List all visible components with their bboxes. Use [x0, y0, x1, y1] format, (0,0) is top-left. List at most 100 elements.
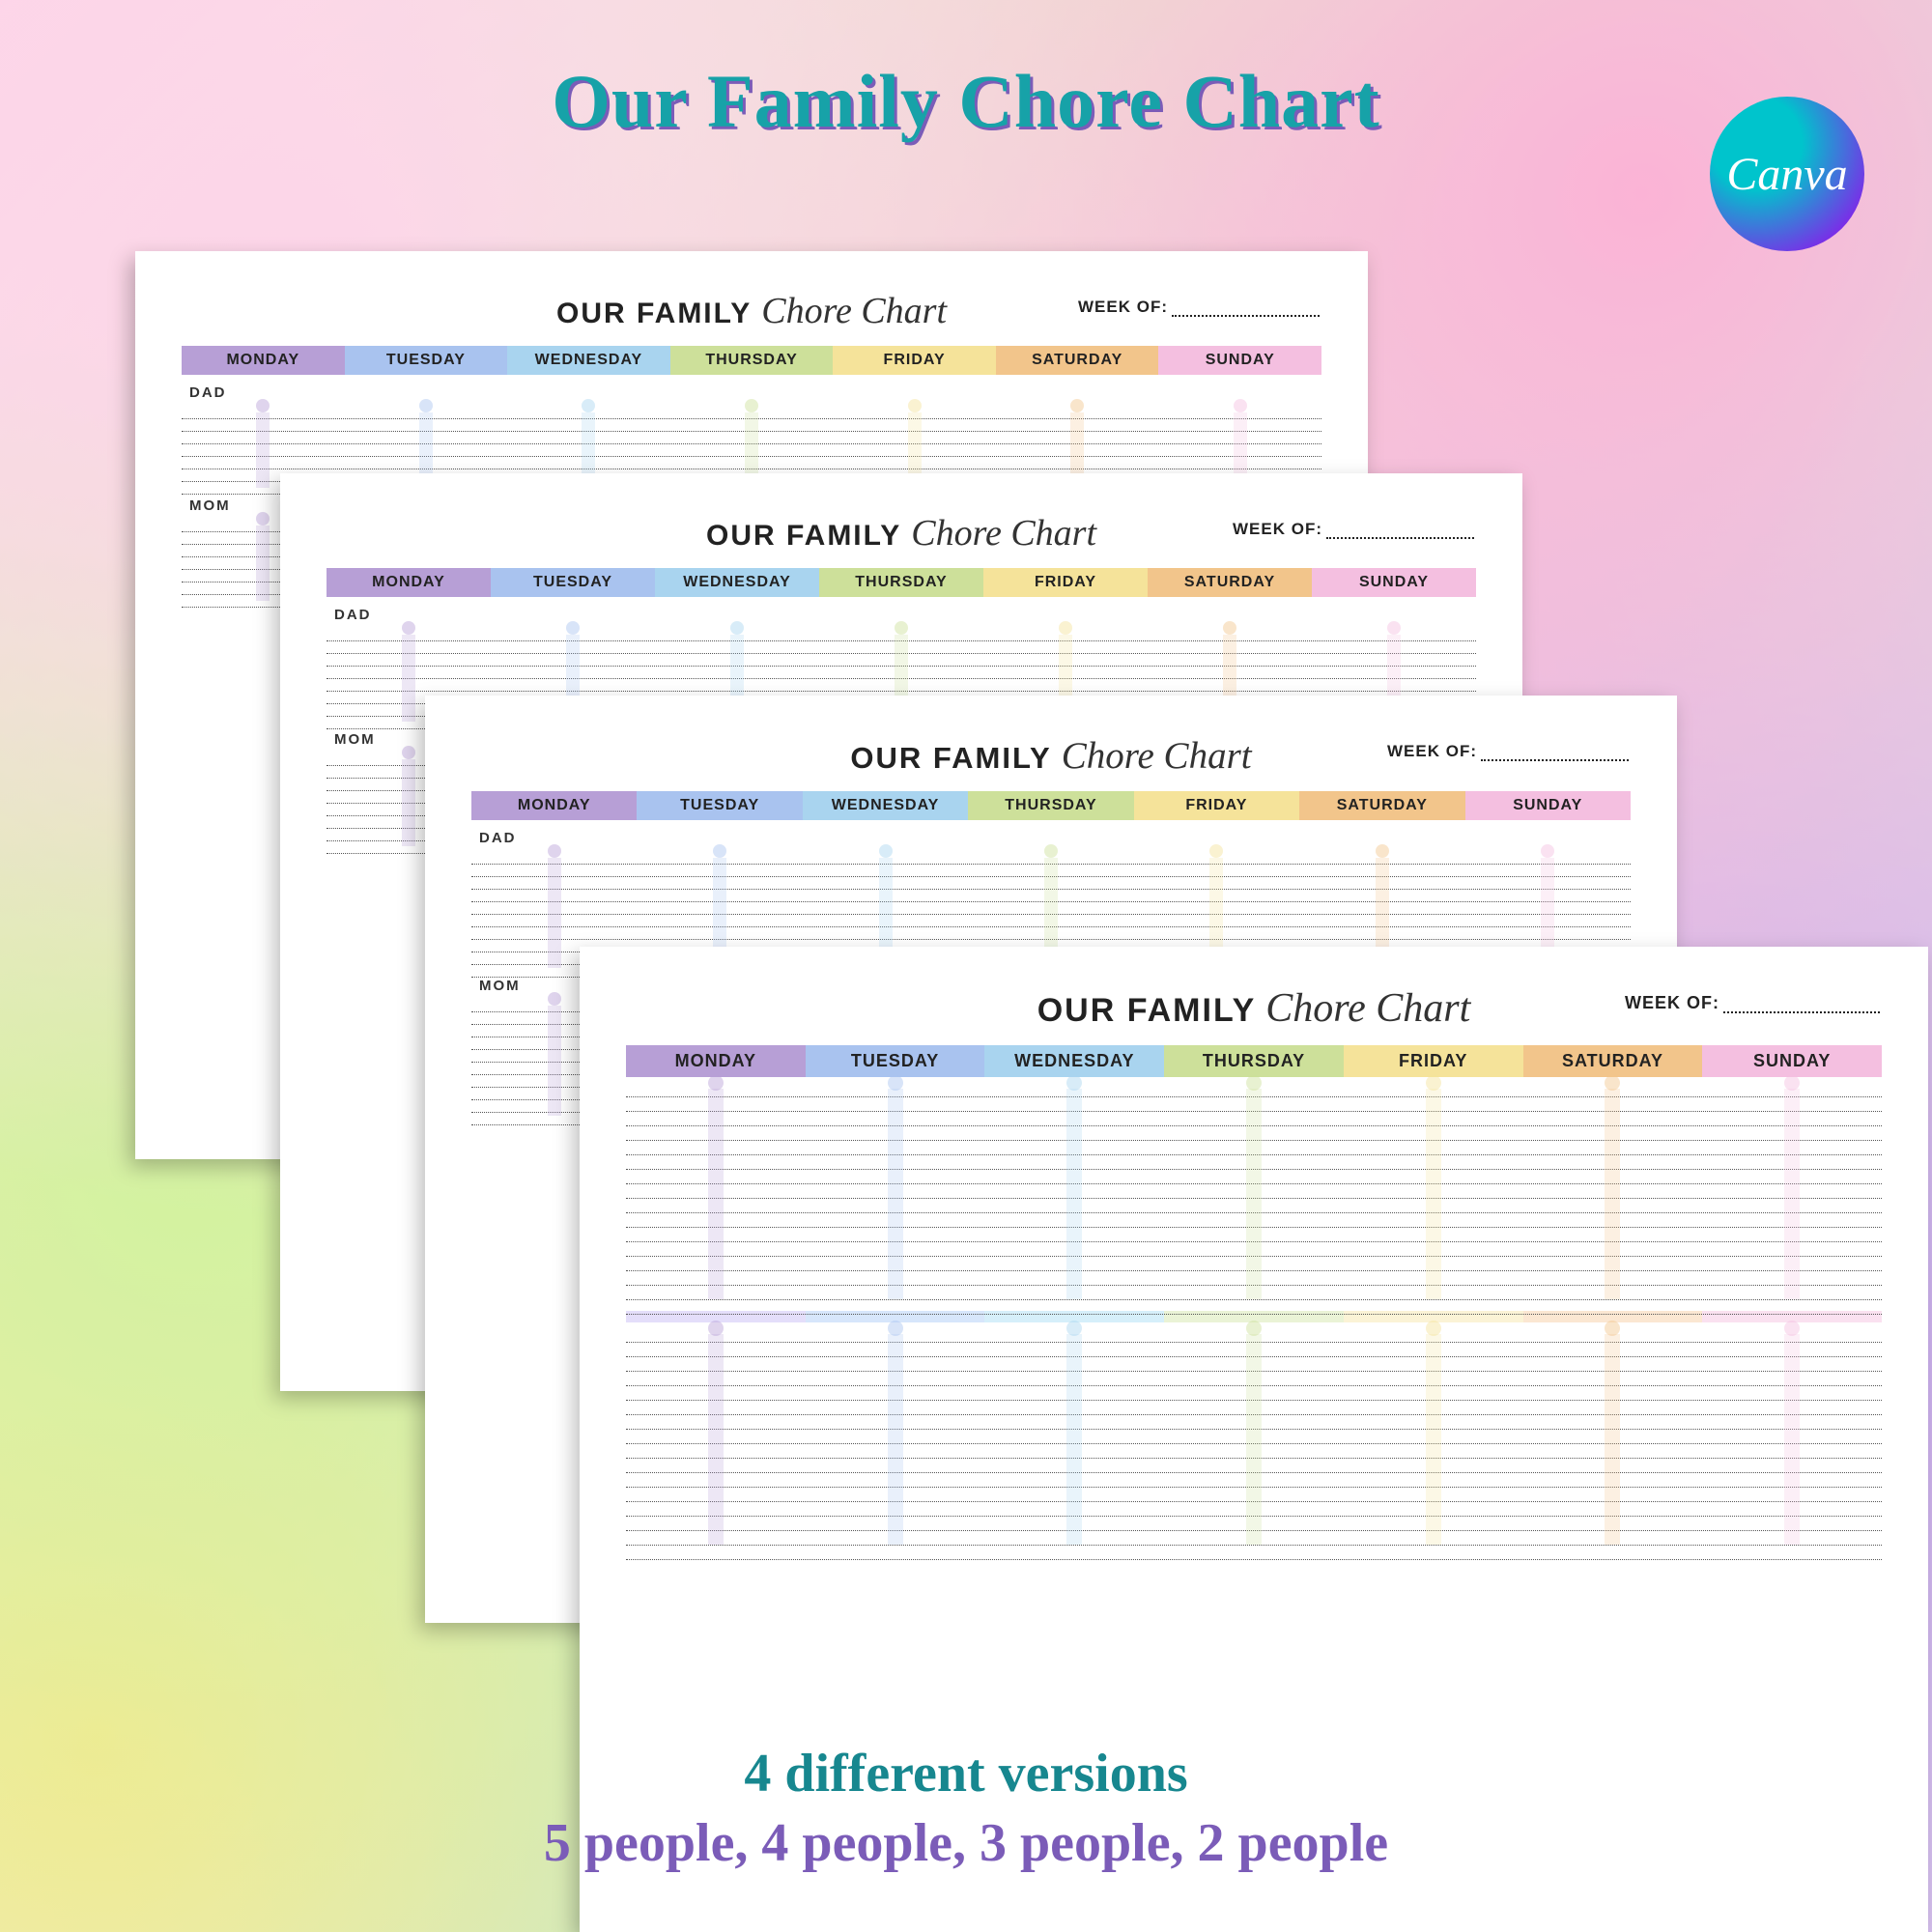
sheet-title-part1: OUR FAMILY — [556, 298, 752, 329]
day-header-tuesday: TUESDAY — [637, 791, 802, 820]
day-header-saturday: SATURDAY — [1148, 568, 1312, 597]
sheet-title-part1: OUR FAMILY — [706, 520, 901, 552]
chore-row — [626, 1357, 1882, 1372]
day-header-row: MONDAYTUESDAYWEDNESDAYTHURSDAYFRIDAYSATU… — [471, 791, 1631, 820]
chore-row — [182, 432, 1321, 444]
chore-row — [626, 1126, 1882, 1141]
chore-row — [626, 1401, 1882, 1415]
footer-line-2: 5 people, 4 people, 3 people, 2 people — [0, 1812, 1932, 1874]
chore-row — [471, 852, 1631, 865]
chore-row — [626, 1517, 1882, 1531]
section-label-dad: DAD — [182, 384, 1321, 401]
chore-row — [327, 641, 1476, 654]
day-header-tuesday: TUESDAY — [491, 568, 655, 597]
day-header-sunday: SUNDAY — [1465, 791, 1631, 820]
day-header-friday: FRIDAY — [983, 568, 1148, 597]
chore-row — [626, 1083, 1882, 1097]
chore-grid — [626, 1083, 1882, 1299]
canva-badge: Canva — [1710, 97, 1864, 251]
sheet-title-part2: Chore Chart — [761, 291, 947, 331]
chore-row — [471, 865, 1631, 877]
page-title: Our Family Chore Chart — [0, 58, 1932, 145]
day-header-sunday: SUNDAY — [1158, 346, 1321, 375]
day-header-wednesday: WEDNESDAY — [984, 1045, 1164, 1077]
chore-row — [626, 1184, 1882, 1199]
chore-row — [626, 1112, 1882, 1126]
section-label-dad: DAD — [327, 607, 1476, 623]
week-of-label: WEEK OF: — [1387, 742, 1629, 761]
chore-row — [626, 1473, 1882, 1488]
day-header-monday: MONDAY — [327, 568, 491, 597]
chore-row — [626, 1228, 1882, 1242]
day-header-thursday: THURSDAY — [670, 346, 834, 375]
chore-row — [626, 1444, 1882, 1459]
day-header-friday: FRIDAY — [1344, 1045, 1523, 1077]
chore-row — [471, 902, 1631, 915]
chore-row — [471, 877, 1631, 890]
chore-row — [626, 1300, 1882, 1315]
chore-grid — [626, 1328, 1882, 1545]
chore-row — [626, 1430, 1882, 1444]
section-label-dad: DAD — [471, 830, 1631, 846]
chore-row — [626, 1546, 1882, 1560]
day-header-friday: FRIDAY — [833, 346, 996, 375]
chore-row — [626, 1286, 1882, 1300]
chore-row — [182, 444, 1321, 457]
week-of-label: WEEK OF: — [1078, 298, 1320, 317]
day-header-thursday: THURSDAY — [1164, 1045, 1344, 1077]
chore-row — [626, 1459, 1882, 1473]
chore-row — [626, 1170, 1882, 1184]
page-title-text: Our Family Chore Chart — [552, 59, 1380, 143]
chore-row — [626, 1488, 1882, 1502]
day-header-monday: MONDAY — [626, 1045, 806, 1077]
day-header-saturday: SATURDAY — [1299, 791, 1464, 820]
week-of-label: WEEK OF: — [1233, 520, 1474, 539]
day-header-sunday: SUNDAY — [1312, 568, 1476, 597]
chore-row — [626, 1343, 1882, 1357]
sheet-title-part2: Chore Chart — [1265, 986, 1470, 1031]
chore-row — [626, 1257, 1882, 1271]
day-header-row: MONDAYTUESDAYWEDNESDAYTHURSDAYFRIDAYSATU… — [626, 1045, 1882, 1077]
day-header-row: MONDAYTUESDAYWEDNESDAYTHURSDAYFRIDAYSATU… — [182, 346, 1321, 375]
chore-row — [327, 679, 1476, 692]
chore-row — [626, 1415, 1882, 1430]
chore-row — [626, 1531, 1882, 1546]
day-header-thursday: THURSDAY — [968, 791, 1133, 820]
chore-row — [327, 667, 1476, 679]
chore-row — [626, 1155, 1882, 1170]
chore-row — [626, 1199, 1882, 1213]
chore-row — [327, 654, 1476, 667]
chore-row — [626, 1502, 1882, 1517]
footer-line-1: 4 different versions — [0, 1743, 1932, 1804]
day-header-wednesday: WEDNESDAY — [655, 568, 819, 597]
chore-row — [626, 1242, 1882, 1257]
day-header-saturday: SATURDAY — [1523, 1045, 1703, 1077]
chore-row — [182, 419, 1321, 432]
day-header-tuesday: TUESDAY — [806, 1045, 985, 1077]
day-header-row: MONDAYTUESDAYWEDNESDAYTHURSDAYFRIDAYSATU… — [327, 568, 1476, 597]
sheet-title-part1: OUR FAMILY — [850, 741, 1051, 775]
day-header-monday: MONDAY — [182, 346, 345, 375]
chore-row — [626, 1271, 1882, 1286]
day-header-friday: FRIDAY — [1134, 791, 1299, 820]
day-header-saturday: SATURDAY — [996, 346, 1159, 375]
chore-row — [626, 1141, 1882, 1155]
chore-row — [327, 629, 1476, 641]
chore-row — [471, 890, 1631, 902]
day-header-monday: MONDAY — [471, 791, 637, 820]
day-header-tuesday: TUESDAY — [345, 346, 508, 375]
chore-row — [182, 457, 1321, 469]
sheet-title-part1: OUR FAMILY — [1037, 992, 1257, 1029]
canva-label: Canva — [1726, 148, 1847, 201]
chore-row — [626, 1372, 1882, 1386]
day-header-wednesday: WEDNESDAY — [803, 791, 968, 820]
chore-row — [626, 1213, 1882, 1228]
chore-row — [471, 915, 1631, 927]
chore-row — [471, 927, 1631, 940]
day-header-thursday: THURSDAY — [819, 568, 983, 597]
day-header-sunday: SUNDAY — [1702, 1045, 1882, 1077]
chore-row — [626, 1386, 1882, 1401]
sheet-title-part2: Chore Chart — [1062, 735, 1252, 777]
week-of-label: WEEK OF: — [1625, 993, 1880, 1013]
chore-row — [182, 407, 1321, 419]
